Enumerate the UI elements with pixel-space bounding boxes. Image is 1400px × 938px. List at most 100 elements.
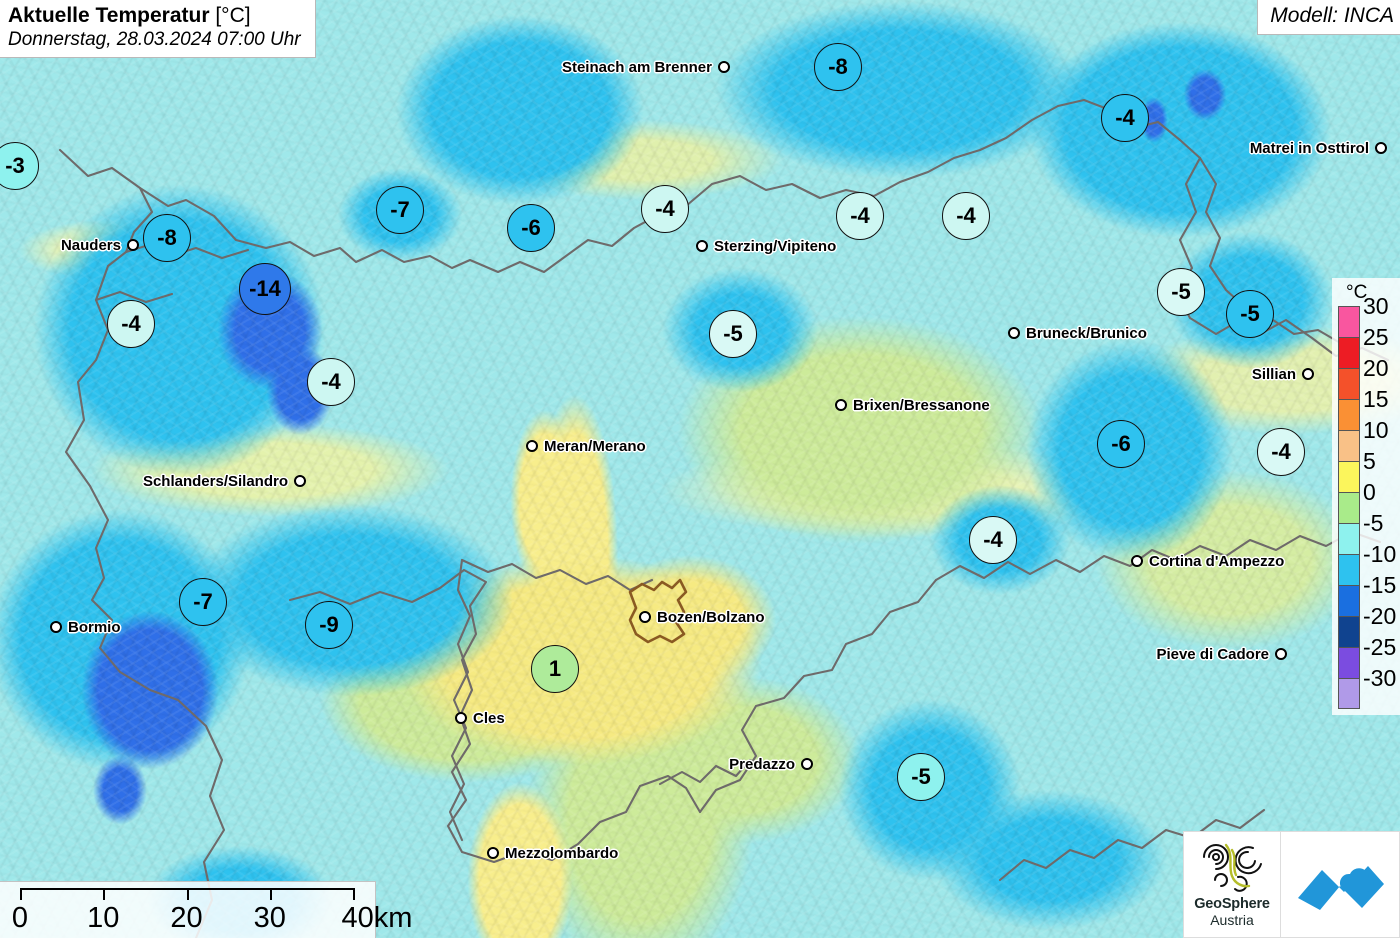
station-temperature-marker[interactable]: -9: [305, 601, 353, 649]
legend-band: -10: [1338, 543, 1396, 585]
city-marker[interactable]: Bormio: [50, 619, 121, 636]
scale-bar-labels: 0 10 20 30 40km: [10, 902, 413, 936]
legend-band-label: -5: [1363, 510, 1384, 536]
city-dot-icon: [1275, 648, 1287, 660]
station-temperature-marker[interactable]: -14: [239, 263, 291, 315]
legend-band: -20: [1338, 605, 1396, 647]
legend-band: 15: [1338, 388, 1389, 430]
city-label: Meran/Merano: [544, 438, 646, 455]
geosphere-swirl-icon: [1203, 843, 1262, 892]
city-label: Mezzolombardo: [505, 845, 619, 862]
city-label: Sillian: [1251, 366, 1296, 383]
city-marker[interactable]: Pieve di Cadore: [1156, 646, 1287, 663]
scale-bar: 0 10 20 30 40km: [0, 881, 413, 938]
scale-bar-tick: [186, 888, 189, 900]
cloud-chevron-icon: [1298, 865, 1384, 910]
city-dot-icon: [294, 475, 306, 487]
legend-band: 25: [1338, 326, 1389, 368]
logo-strip: GeoSphere Austria: [1183, 831, 1400, 938]
legend-band-label: -15: [1363, 572, 1397, 598]
station-temperature-marker[interactable]: -4: [1257, 428, 1305, 476]
city-marker[interactable]: Matrei in Osttirol: [1250, 140, 1387, 157]
legend-band: 10: [1338, 419, 1389, 461]
city-marker[interactable]: Bozen/Bolzano: [639, 609, 765, 626]
city-dot-icon: [718, 61, 730, 73]
city-label: Schlanders/Silandro: [142, 473, 288, 490]
title-heading: Aktuelle Temperatur: [8, 4, 210, 27]
station-temperature-marker[interactable]: -7: [376, 186, 424, 234]
legend-band-label: -25: [1363, 634, 1397, 660]
station-temperature-marker[interactable]: -5: [1226, 290, 1274, 338]
city-dot-icon: [696, 240, 708, 252]
legend-band-label: 30: [1363, 293, 1389, 319]
station-temperature-marker[interactable]: -6: [1097, 420, 1145, 468]
legend-band-label: 5: [1363, 448, 1376, 474]
city-dot-icon: [1008, 327, 1020, 339]
city-marker[interactable]: Brixen/Bressanone: [835, 397, 990, 414]
station-temperature-marker[interactable]: -5: [1157, 268, 1205, 316]
scale-bar-tick-label: 30: [253, 902, 286, 934]
city-dot-icon: [487, 847, 499, 859]
legend-band-label: 25: [1363, 324, 1389, 350]
city-marker[interactable]: Predazzo: [729, 756, 813, 773]
scale-bar-tick: [20, 888, 22, 900]
city-label: Brixen/Bressanone: [853, 397, 990, 414]
city-marker[interactable]: Cles: [455, 710, 505, 727]
station-temperature-marker[interactable]: -3: [0, 142, 39, 190]
station-temperature-marker[interactable]: -4: [836, 192, 884, 240]
scale-bar-tick-label: 40km: [341, 902, 413, 934]
legend-band: 30: [1338, 295, 1389, 337]
city-marker[interactable]: Nauders: [61, 237, 139, 254]
legend-band-label: -10: [1363, 541, 1397, 567]
legend-band-label: -20: [1363, 603, 1397, 629]
station-temperature-marker[interactable]: -8: [143, 214, 191, 262]
legend-band-label: 10: [1363, 417, 1389, 443]
station-temperature-marker[interactable]: -6: [507, 204, 555, 252]
city-marker[interactable]: Sillian: [1252, 366, 1314, 383]
station-temperature-marker[interactable]: -4: [942, 192, 990, 240]
city-dot-icon: [1131, 555, 1143, 567]
station-temperature-marker[interactable]: -4: [969, 516, 1017, 564]
title-timestamp: Donnerstag, 28.03.2024 07:00 Uhr: [8, 28, 301, 50]
legend-band-label: -30: [1363, 665, 1397, 691]
city-label: Bormio: [68, 619, 121, 636]
city-dot-icon: [526, 440, 538, 452]
station-temperature-marker[interactable]: -8: [814, 43, 862, 91]
city-marker[interactable]: Cortina d'Ampezzo: [1131, 553, 1284, 570]
city-marker[interactable]: Sterzing/Vipiteno: [696, 238, 836, 255]
legend-band: 5: [1338, 450, 1376, 492]
station-temperature-marker[interactable]: -4: [307, 358, 355, 406]
city-marker[interactable]: Steinach am Brenner: [562, 59, 730, 76]
page-title: Aktuelle Temperatur [°C]: [8, 4, 301, 29]
legend-band-label: 0: [1363, 479, 1376, 505]
city-marker[interactable]: Schlanders/Silandro: [143, 473, 306, 490]
legend-band: 0: [1338, 481, 1376, 523]
scale-bar-tick: [353, 888, 355, 900]
city-marker[interactable]: Meran/Merano: [526, 438, 646, 455]
city-marker[interactable]: Mezzolombardo: [487, 845, 618, 862]
city-marker[interactable]: Bruneck/Brunico: [1008, 325, 1147, 342]
city-label: Pieve di Cadore: [1156, 646, 1269, 663]
city-dot-icon: [1302, 368, 1314, 380]
city-dot-icon: [835, 399, 847, 411]
scale-bar-tick: [269, 888, 272, 900]
legend-band: 20: [1338, 357, 1389, 399]
station-temperature-marker[interactable]: -5: [709, 310, 757, 358]
station-temperature-marker[interactable]: -5: [897, 753, 945, 801]
legend-band-label: 15: [1363, 386, 1389, 412]
city-label: Bozen/Bolzano: [657, 609, 765, 626]
geosphere-logo[interactable]: GeoSphere Austria: [1183, 831, 1281, 938]
city-label: Cortina d'Ampezzo: [1149, 553, 1285, 570]
geosphere-logo-sub: Austria: [1210, 911, 1254, 928]
station-temperature-marker[interactable]: -7: [179, 578, 227, 626]
station-temperature-marker[interactable]: 1: [531, 645, 579, 693]
station-temperature-marker[interactable]: -4: [107, 300, 155, 348]
legend-band: -5: [1338, 512, 1383, 554]
city-dot-icon: [801, 758, 813, 770]
station-temperature-marker[interactable]: -4: [641, 185, 689, 233]
scale-bar-tick-label: 10: [87, 902, 120, 934]
station-temperature-marker[interactable]: -4: [1101, 94, 1149, 142]
provider-logo[interactable]: [1281, 831, 1400, 938]
